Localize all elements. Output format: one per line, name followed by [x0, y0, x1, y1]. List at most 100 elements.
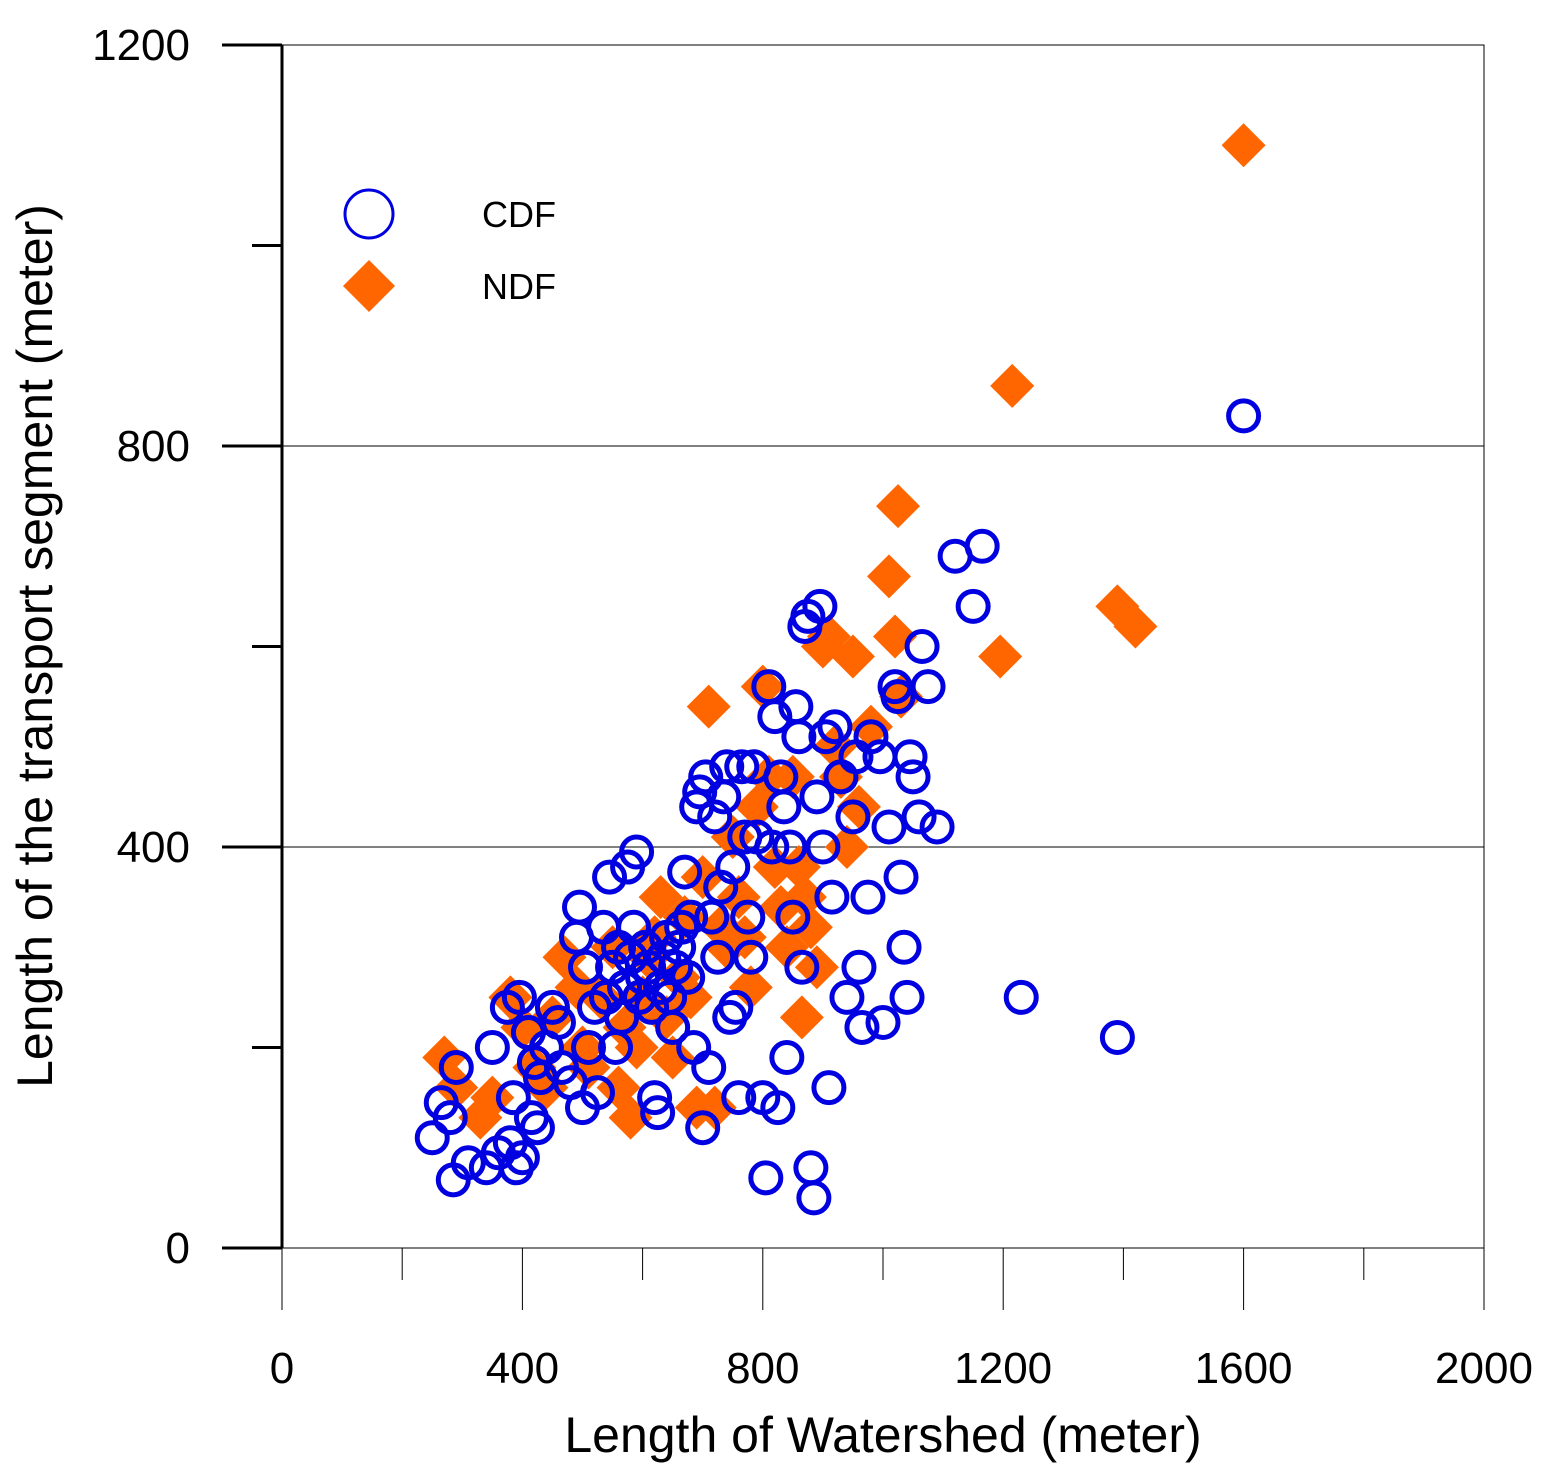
cdf-point: [805, 829, 841, 865]
cdf-point: [814, 879, 850, 915]
tick-labels: 0 400 800 1200 0 400 800 1200 1600 2000: [92, 21, 1533, 1393]
legend-item-cdf: CDF: [343, 188, 556, 240]
cdf-point: [450, 1145, 486, 1181]
x-tick-label: 0: [270, 1344, 294, 1393]
cdf-point: [673, 899, 709, 935]
cdf-point: [561, 889, 597, 925]
cdf-point: [904, 629, 940, 664]
legend-label: CDF: [482, 194, 556, 235]
x-tick-label: 1600: [1195, 1344, 1293, 1393]
cdf-point: [438, 1050, 474, 1086]
ndf-point: [848, 704, 893, 749]
cdf-point: [709, 749, 745, 785]
cdf-point: [724, 749, 760, 785]
cdf-point: [534, 989, 570, 1025]
x-axis-title: Length of Watershed (meter): [564, 1407, 1201, 1463]
cdf-point: [844, 1009, 880, 1045]
cdf-point: [886, 929, 922, 965]
cdf-point: [634, 989, 670, 1025]
cdf-point: [664, 909, 700, 945]
cdf-point: [637, 1080, 673, 1116]
cdf-point: [835, 799, 871, 835]
cdf-point: [910, 669, 946, 705]
ndf-point: [830, 634, 875, 679]
cdf-point: [715, 849, 751, 885]
y-axis-title: Length of the transport segment (meter): [7, 204, 63, 1088]
cdf-point: [760, 1090, 796, 1126]
cdf-point: [694, 899, 730, 935]
cdf-point: [592, 859, 628, 895]
cdf-point: [718, 989, 754, 1025]
x-tick-label: 800: [726, 1344, 799, 1393]
cdf-point: [733, 939, 769, 975]
cdf-point: [901, 799, 937, 835]
cdf-point: [754, 829, 790, 865]
cdf-point: [504, 1140, 540, 1176]
cdf-point: [730, 899, 766, 935]
series-cdf: [414, 398, 1262, 1216]
cdf-point: [829, 979, 865, 1015]
cdf-point: [414, 1120, 450, 1156]
cdf-point: [769, 1040, 805, 1076]
plot-frame: [281, 44, 1485, 1249]
ndf-point: [876, 484, 921, 529]
cdf-point: [495, 1080, 531, 1116]
x-tick-label: 1200: [954, 1344, 1052, 1393]
cdf-point: [889, 979, 925, 1015]
cdf-point: [784, 949, 820, 985]
cdf-point: [919, 809, 955, 845]
cdf-point: [1226, 398, 1262, 434]
cdf-point: [1099, 1019, 1135, 1055]
cdf-point: [799, 779, 835, 815]
cdf-point: [796, 1180, 832, 1216]
legend: CDF NDF: [343, 188, 556, 312]
ndf-point: [779, 995, 824, 1040]
ndf-point: [740, 664, 785, 709]
cdf-point: [757, 699, 793, 735]
ndf-point: [650, 1035, 695, 1080]
cdf-point: [700, 939, 736, 975]
cdf-point: [793, 1150, 829, 1186]
cdf-point: [685, 1110, 721, 1146]
y-tick-label: 0: [166, 1224, 190, 1273]
legend-item-ndf: NDF: [343, 260, 556, 312]
ndf-point: [867, 554, 912, 599]
cdf-point: [619, 834, 655, 870]
cdf-point: [691, 1050, 727, 1086]
cdf-point: [628, 929, 664, 965]
y-tick-label: 400: [117, 823, 190, 872]
cdf-point: [850, 879, 886, 915]
cdf-point: [871, 809, 907, 845]
ndf-point: [764, 925, 809, 970]
cdf-point: [841, 949, 877, 985]
gridlines: [282, 445, 1484, 848]
cdf-point: [571, 1030, 607, 1065]
ndf-point: [782, 875, 827, 920]
cdf-point: [880, 679, 916, 715]
ndf-point: [978, 634, 1023, 679]
legend-cdf-marker: [343, 188, 395, 240]
legend-ndf-marker: [343, 260, 395, 312]
axes: [222, 43, 1485, 1310]
cdf-point: [808, 719, 844, 755]
cdf-point: [697, 799, 733, 835]
ndf-point: [638, 875, 683, 920]
ndf-point: [1113, 604, 1158, 649]
cdf-point: [853, 719, 889, 755]
cdf-point: [781, 719, 817, 755]
cdf-point: [775, 899, 811, 935]
cdf-point: [688, 759, 724, 795]
cdf-point: [580, 1075, 616, 1111]
ndf-point: [716, 875, 761, 920]
cdf-point: [766, 789, 802, 825]
ndf-point: [990, 363, 1035, 408]
ndf-point: [686, 684, 731, 729]
cdf-point: [640, 1095, 676, 1131]
cdf-point: [655, 1009, 691, 1045]
cdf-point: [772, 829, 808, 865]
cdf-point: [895, 759, 931, 795]
cdf-point: [955, 588, 991, 624]
cdf-point: [568, 949, 604, 985]
